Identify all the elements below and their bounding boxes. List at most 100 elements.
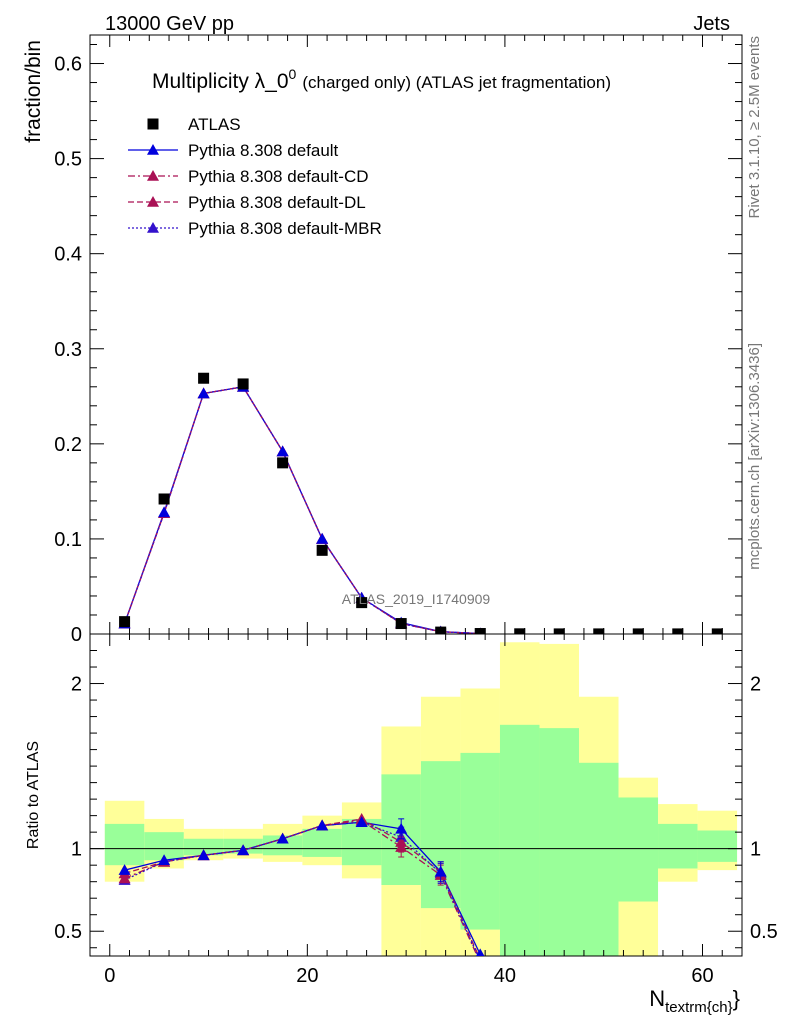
x-axis-label: Ntextrm{ch}} (649, 986, 740, 1016)
y-tick-label: 0.3 (54, 339, 82, 361)
x-axis-label-close: } (733, 986, 740, 1011)
data-point-default (276, 445, 289, 457)
ratio-y-tick-label: 1 (71, 839, 82, 861)
x-tick-label: 0 (104, 965, 115, 987)
y-tick-label: 0.5 (54, 149, 82, 171)
data-point-data (356, 597, 368, 609)
series-mbr (123, 386, 481, 634)
legend-label-default: Pythia 8.308 default (188, 141, 339, 160)
inner-band-bin (618, 797, 659, 902)
data-point-data (514, 628, 526, 634)
plot-title-suffix: (charged only) (ATLAS jet fragmentation) (302, 73, 611, 92)
legend-marker-cd (147, 170, 159, 181)
data-point-data (553, 628, 565, 634)
data-point-data (237, 378, 249, 390)
plot-title-main: Multiplicity λ_0 (152, 70, 289, 93)
x-axis-label-sub: textrm{ch} (665, 999, 733, 1016)
data-point-data (474, 628, 486, 634)
x-tick-label: 60 (691, 965, 713, 987)
inner-band-bin (579, 762, 619, 956)
plot-title: Multiplicity λ_00 (charged only) (ATLAS j… (152, 66, 611, 93)
ratio-panel: 0 20 40 60 0.5 0.5 1 1 2 2 (54, 633, 778, 987)
main-panel: 0 0.1 0.2 0.3 0.4 0.5 0.6 (54, 34, 743, 646)
inner-band-bin (539, 728, 579, 956)
analysis-watermark: ATLAS_2019_I1740909 (342, 591, 491, 607)
x-tick-label: 40 (494, 965, 516, 987)
data-point-data (277, 457, 289, 469)
inner-band-bin (262, 835, 303, 856)
x-axis-label-main: N (649, 986, 665, 1011)
data-point-default (158, 506, 171, 518)
ratio-y-tick-label-right: 0.5 (750, 921, 778, 943)
ratio-point-cd (474, 957, 486, 968)
ratio-point-default (118, 864, 131, 875)
legend-marker-data (147, 118, 159, 130)
inner-band-bin (104, 823, 145, 866)
legend-marker-mbr (147, 222, 159, 233)
ratio-point-default (197, 849, 210, 861)
data-point-data (316, 544, 328, 556)
ratio-bands (104, 642, 738, 956)
legend-label-mbr: Pythia 8.308 default-MBR (188, 219, 382, 238)
data-point-default (197, 387, 210, 399)
y-tick-label: 0.1 (54, 529, 82, 551)
legend-label-data: ATLAS (188, 115, 241, 134)
ratio-point-default (158, 854, 171, 866)
ratio-point-default (355, 816, 368, 828)
data-point-default (316, 532, 329, 544)
plot-title-sup: 0 (289, 66, 297, 82)
data-point-data (119, 616, 131, 628)
ratio-y-tick-label: 0.5 (54, 921, 82, 943)
ratio-point-default (276, 832, 289, 844)
ratio-point-cd (118, 872, 131, 884)
ratio-point-mbr (479, 954, 481, 956)
ratio-point-default (434, 865, 447, 877)
y-tick-label: 0.2 (54, 434, 82, 456)
main-series (118, 372, 723, 634)
ratio-point-cd (395, 841, 408, 852)
data-point-data (198, 372, 210, 384)
inner-band-bin (658, 823, 698, 869)
markers-data (119, 372, 723, 634)
ratio-y-tick-label: 2 (71, 674, 82, 696)
data-point-data (593, 628, 605, 634)
y-tick-label: 0.6 (54, 54, 82, 76)
rivet-label: Rivet 3.1.10, ≥ 2.5M events (746, 36, 763, 219)
main-y-axis-label: fraction/bin (22, 40, 45, 143)
energy-label: 13000 GeV pp (105, 13, 234, 35)
ratio-point-default (316, 819, 329, 831)
inner-band-bin (460, 752, 500, 930)
data-point-data (158, 493, 170, 505)
process-label: Jets (693, 13, 730, 35)
ratio-point-default (237, 844, 250, 856)
legend-marker-default (147, 144, 159, 155)
mcplots-label: mcplots.cern.ch [arXiv:1306.3436] (746, 343, 763, 570)
legend: ATLAS Pythia 8.308 default Pythia 8.308 de… (128, 115, 382, 238)
legend-label-cd: Pythia 8.308 default-CD (188, 167, 369, 186)
ratio-point-default (395, 822, 408, 834)
inner-band-bin (302, 828, 342, 857)
ratio-y-tick-label-right: 2 (750, 674, 761, 696)
x-tick-label: 20 (296, 965, 318, 987)
y-tick-label: 0.4 (54, 244, 82, 266)
ratio-y-tick-label-right: 1 (750, 839, 761, 861)
ratio-y-axis-label: Ratio to ATLAS (25, 741, 42, 849)
inner-band-bin (420, 761, 461, 909)
y-tick-label: 0 (71, 624, 82, 646)
inner-band-bin (697, 830, 738, 862)
data-point-data (435, 626, 447, 634)
data-point-data (672, 628, 684, 634)
ratio-line-mbr (124, 821, 479, 956)
ratio-frame (89, 633, 743, 957)
legend-marker-dl (147, 196, 159, 207)
data-point-data (632, 628, 644, 634)
legend-label-dl: Pythia 8.308 default-DL (188, 193, 366, 212)
ratio-point-default (475, 948, 485, 956)
ratio-series (118, 812, 486, 968)
data-point-data (395, 618, 407, 630)
series-line-mbr (123, 386, 481, 634)
data-point-data (711, 628, 723, 634)
inner-band-bin (499, 724, 540, 956)
inner-band-bin (183, 838, 224, 856)
